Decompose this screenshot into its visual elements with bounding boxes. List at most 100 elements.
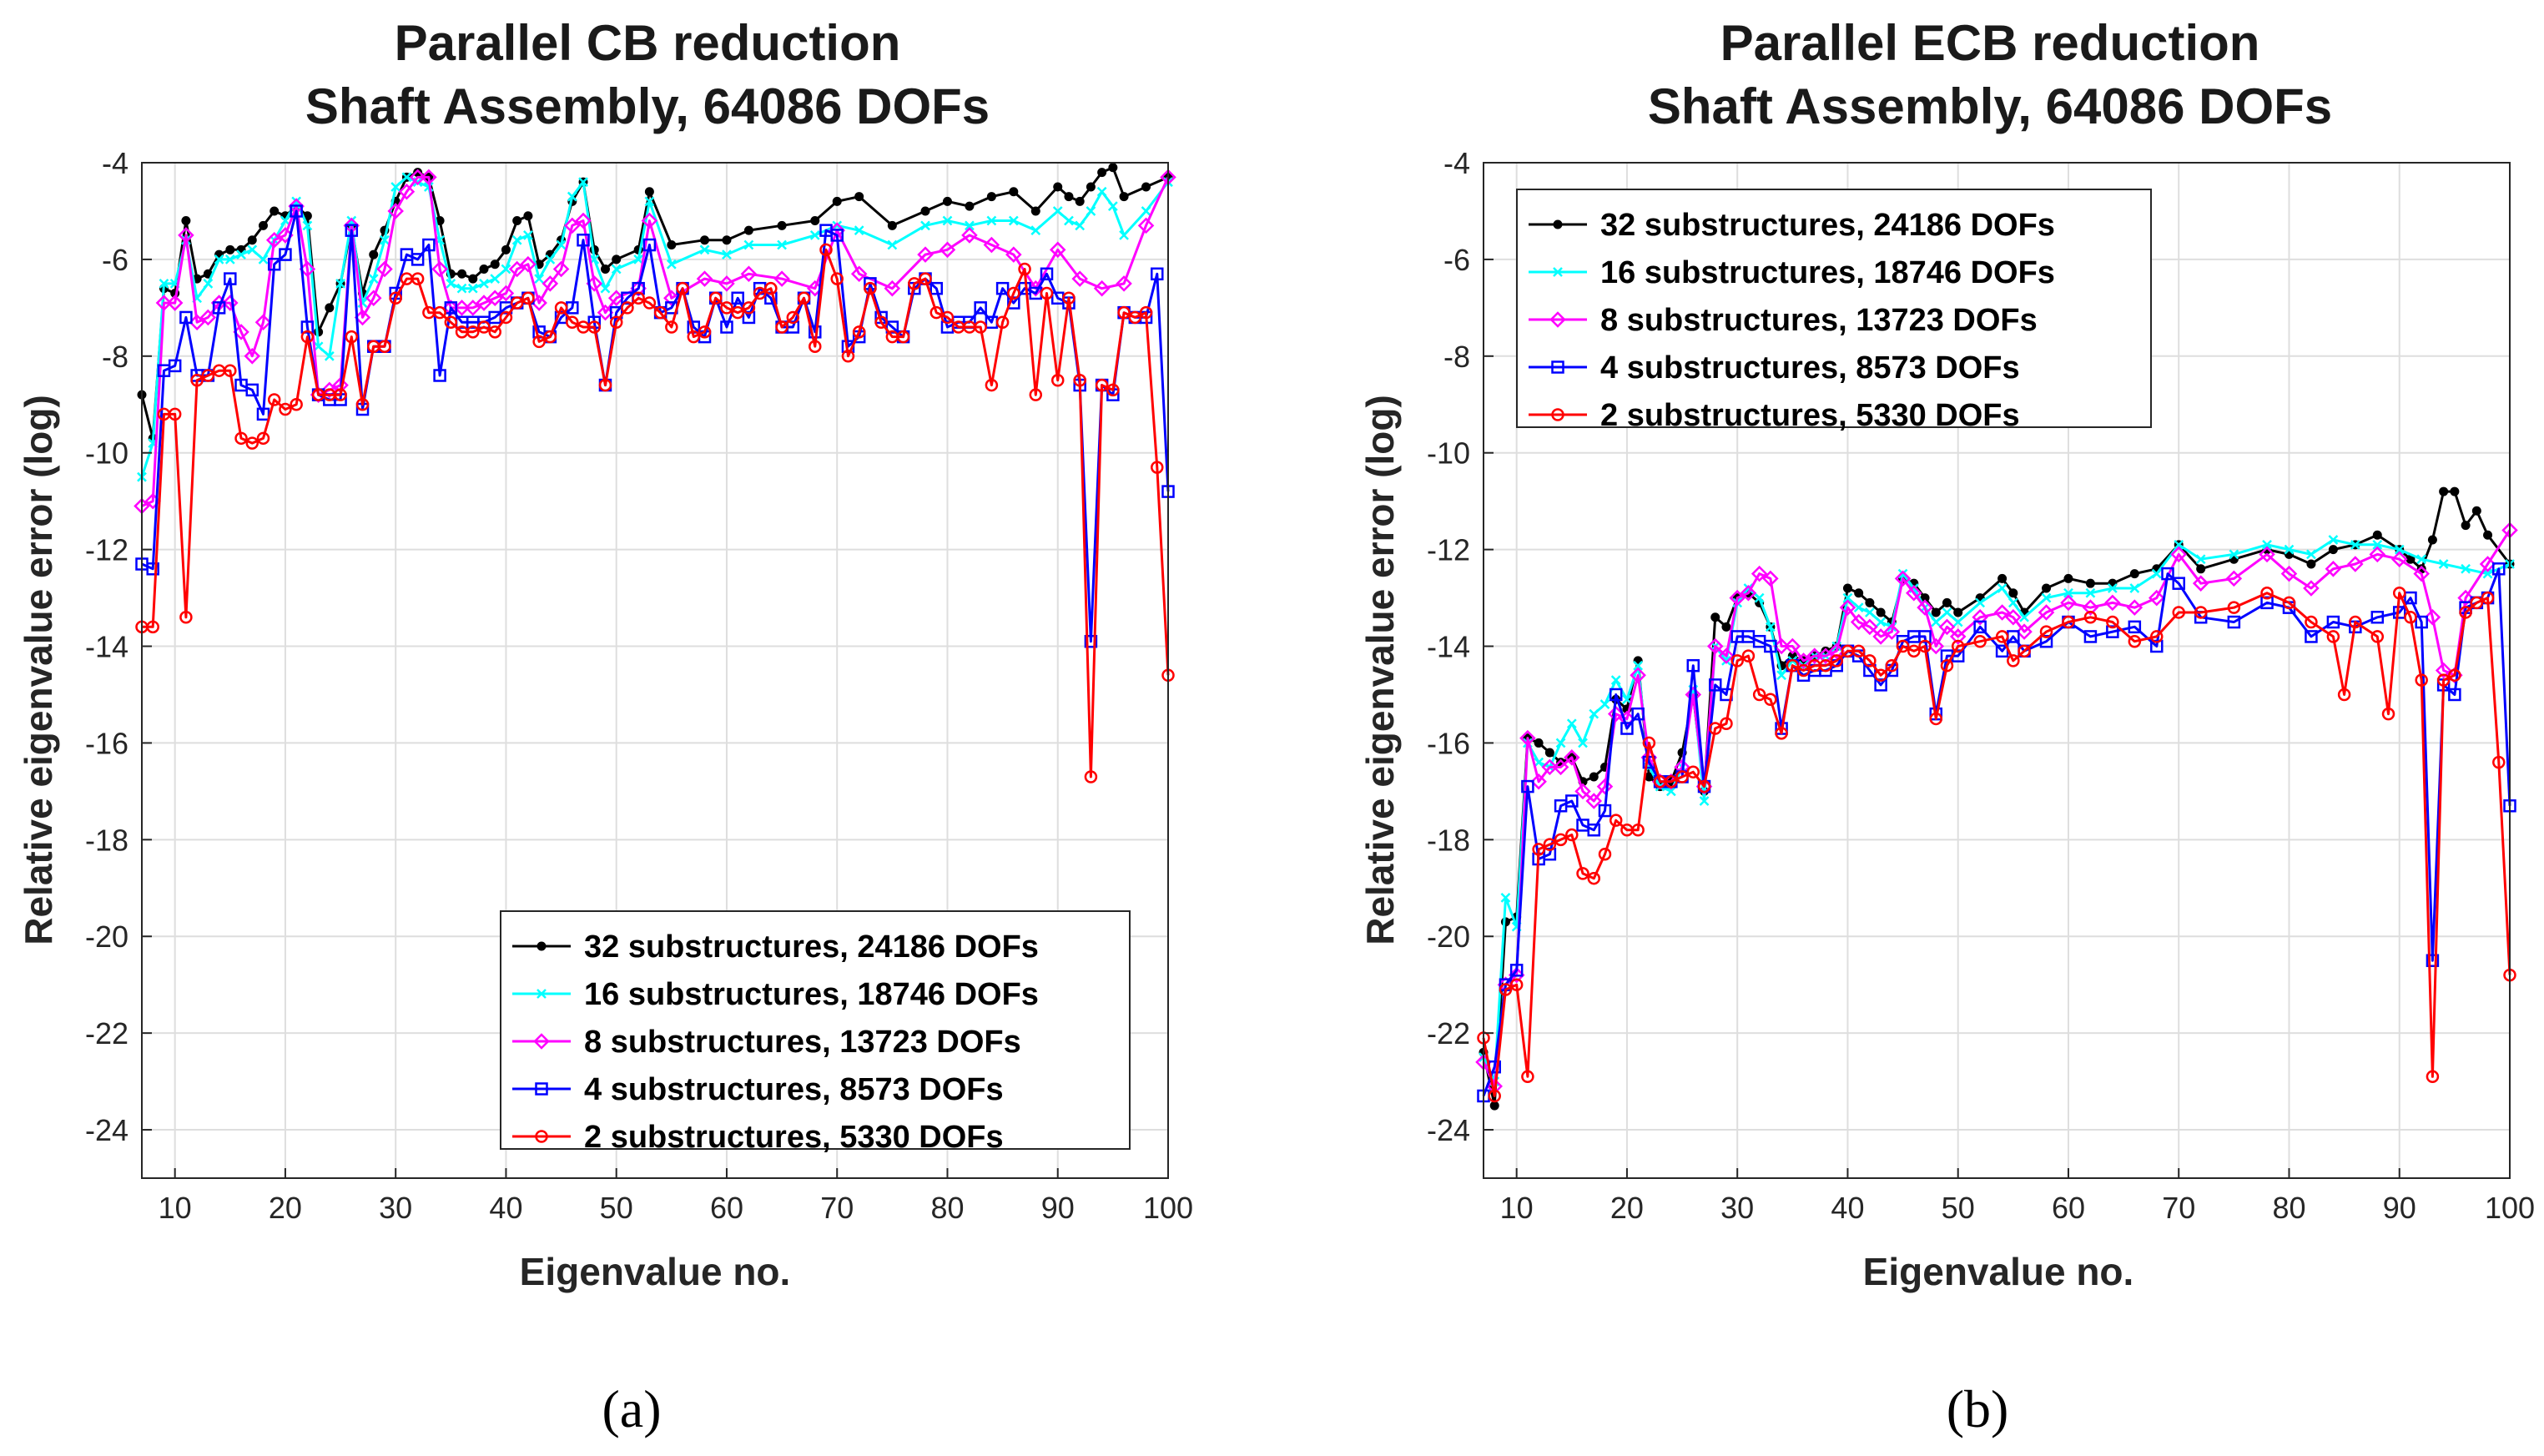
data-point [433, 369, 446, 382]
data-point [1086, 182, 1096, 192]
data-point [667, 240, 677, 250]
data-point [2008, 588, 2018, 598]
legend-label: 4 substructures, 8573 DOFs [1600, 350, 2020, 385]
data-point [1095, 378, 1109, 392]
data-point [380, 234, 390, 245]
data-point [146, 620, 159, 634]
data-point [920, 220, 930, 231]
data-point [642, 238, 657, 252]
data-point [554, 301, 568, 315]
panel-b-xlabel: Eigenvalue no. [1863, 1250, 2134, 1293]
data-point [1589, 772, 1599, 782]
data-point [256, 407, 270, 421]
data-point [578, 177, 588, 188]
data-point [1117, 305, 1131, 320]
x-tick-label: 60 [710, 1191, 743, 1225]
data-point [1119, 192, 1129, 202]
data-point [809, 230, 820, 240]
data-point [908, 277, 921, 290]
data-point [1918, 630, 1932, 643]
data-point [179, 310, 193, 325]
data-point [874, 315, 888, 329]
data-point [421, 169, 437, 186]
data-point [1552, 758, 1569, 776]
data-point [270, 206, 280, 216]
data-point [942, 215, 953, 226]
data-point [1049, 241, 1066, 259]
panel-a-chart: Parallel CB reduction Shaft Assembly, 64… [17, 15, 1193, 1438]
data-point [1137, 217, 1155, 234]
data-point [2481, 591, 2495, 605]
data-point [201, 369, 215, 382]
data-point [1874, 678, 1887, 692]
data-point [2394, 544, 2405, 555]
data-point [642, 296, 657, 310]
data-point [917, 246, 934, 263]
data-point [1917, 599, 1933, 616]
data-point [1620, 722, 1634, 735]
data-point [1997, 573, 2007, 583]
data-point [653, 305, 667, 320]
data-point [1854, 588, 1864, 598]
data-point [453, 300, 471, 316]
data-point [718, 275, 735, 292]
data-point [523, 230, 533, 240]
legend-marker [1549, 311, 1566, 328]
data-point [1008, 215, 1019, 226]
data-point [939, 241, 956, 259]
data-point [1007, 286, 1020, 300]
data-point [190, 374, 204, 387]
data-point [1938, 618, 1956, 636]
data-point [2128, 634, 2142, 648]
legend-label: 4 substructures, 8573 DOFs [584, 1072, 1004, 1107]
data-point [1795, 652, 1812, 669]
data-point [663, 290, 680, 307]
data-point [644, 187, 654, 197]
data-point [300, 320, 315, 334]
series-line [142, 248, 1170, 778]
x-tick-label: 70 [2162, 1191, 2195, 1225]
data-point [2196, 564, 2206, 574]
data-point [1599, 699, 1610, 709]
data-point [1708, 678, 1722, 692]
data-point [740, 265, 758, 283]
data-point [1071, 270, 1088, 287]
data-point [224, 364, 237, 377]
data-point [267, 393, 281, 406]
data-point [1775, 727, 1788, 740]
y-tick-label: -8 [102, 340, 128, 374]
data-point [1587, 823, 1601, 837]
data-point [1521, 779, 1534, 793]
data-point [1897, 568, 1908, 579]
data-point [1764, 693, 1777, 707]
data-point [401, 172, 412, 183]
data-point [1942, 607, 1952, 617]
data-point [1842, 592, 1853, 603]
data-point [731, 305, 744, 320]
data-point [324, 350, 335, 361]
y-tick-label: -16 [85, 726, 128, 760]
data-point [887, 239, 898, 250]
data-point [179, 611, 193, 624]
data-point [1585, 793, 1603, 809]
data-point [1894, 570, 1912, 587]
data-point [2107, 583, 2118, 593]
series-2-substructures [135, 243, 1175, 783]
data-point [2063, 587, 2073, 598]
data-point [2483, 530, 2493, 540]
data-point [247, 235, 257, 245]
data-point [159, 278, 169, 289]
data-point [1776, 670, 1786, 681]
legend-marker [535, 1130, 548, 1143]
data-point [600, 264, 610, 274]
data-point [2326, 615, 2340, 629]
data-point [612, 254, 622, 264]
x-tick-label: 60 [2052, 1191, 2085, 1225]
data-point [2426, 1070, 2440, 1084]
data-point [477, 320, 491, 334]
data-point [334, 388, 347, 401]
data-point [2227, 615, 2241, 629]
data-point [511, 234, 522, 245]
data-point [2306, 559, 2316, 569]
data-point [1686, 658, 1700, 673]
